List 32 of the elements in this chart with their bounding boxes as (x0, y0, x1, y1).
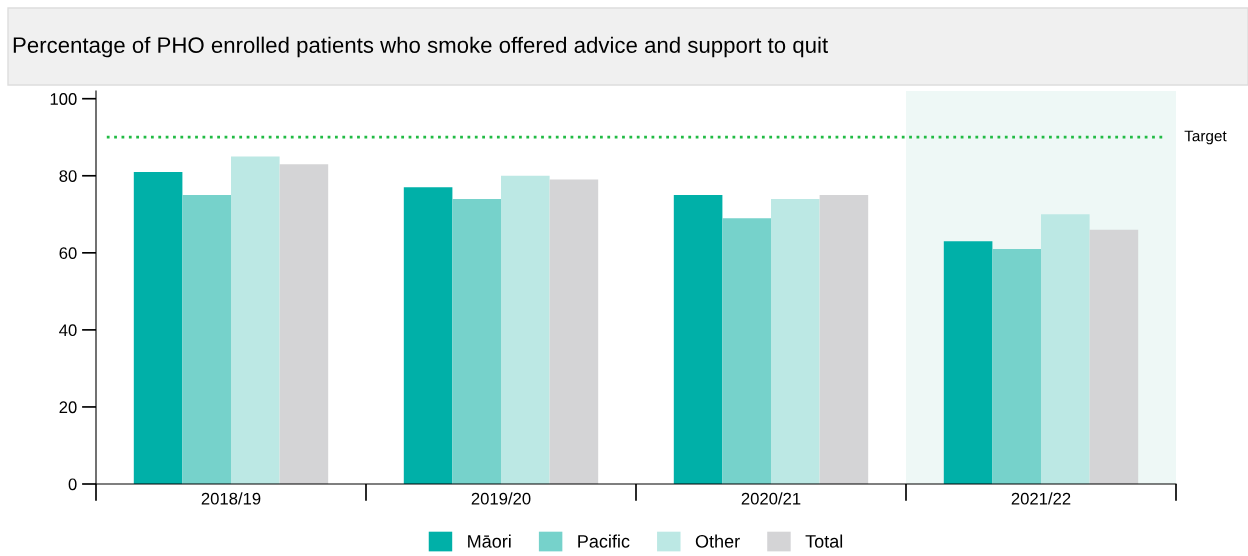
y-tick-label: 80 (59, 170, 77, 182)
bar (992, 248, 1041, 484)
x-tick-label: 2018/19 (201, 492, 261, 505)
legend-label: Total (805, 534, 843, 548)
bar (1089, 229, 1139, 484)
x-tick-label: 2019/20 (471, 492, 531, 505)
legend-label: Māori (468, 534, 511, 548)
bar (403, 187, 453, 484)
y-tick-label: 40 (59, 324, 77, 337)
legend-label: Other (695, 534, 740, 548)
bar (722, 218, 771, 484)
bar (549, 179, 599, 484)
legend-label: Pacific (578, 534, 630, 548)
bar (771, 198, 820, 484)
x-tick-label: 2021/22 (1011, 492, 1071, 505)
y-tick-label: 100 (50, 93, 77, 105)
bar (1041, 214, 1090, 484)
bar (452, 198, 501, 484)
bar (279, 164, 329, 484)
bar (943, 241, 993, 484)
bar (133, 171, 183, 484)
bar (501, 175, 550, 484)
ref-line-label: Target (1184, 130, 1227, 145)
y-tick-label: 60 (59, 247, 77, 260)
bar (819, 195, 869, 484)
chart-title: Percentage of PHO enrolled patients who smoke offered advice and support to quit (13, 36, 828, 58)
bar (182, 195, 231, 484)
bar (673, 195, 723, 484)
y-tick-label: 0 (68, 478, 77, 491)
x-tick-label: 2020/21 (741, 492, 801, 505)
y-tick-label: 20 (59, 401, 77, 414)
bar (231, 156, 280, 484)
